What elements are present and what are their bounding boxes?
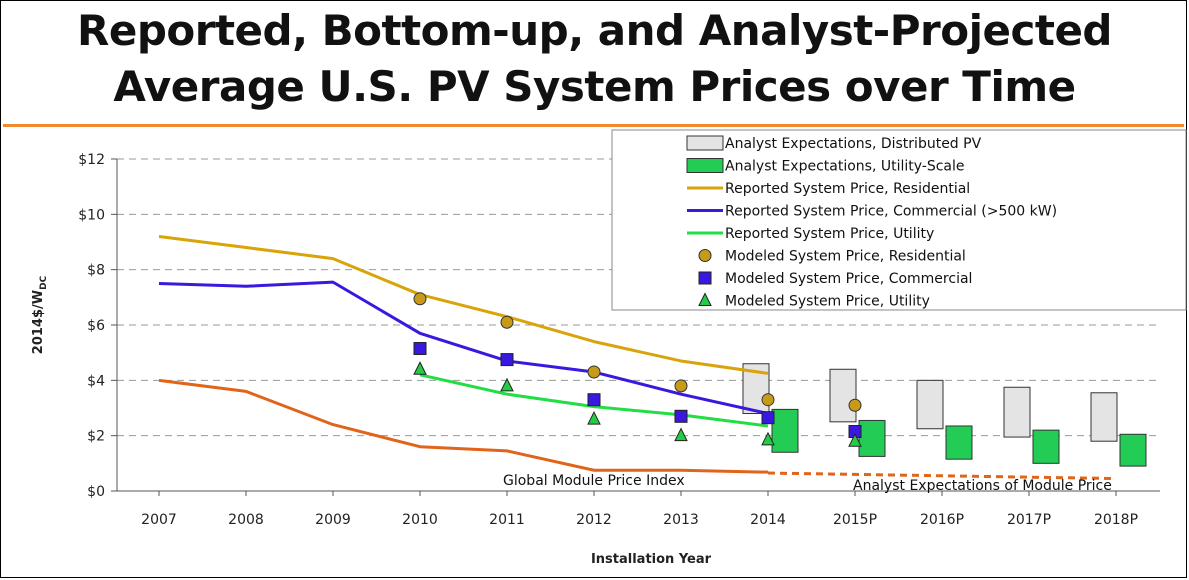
annotation-module-index: Global Module Price Index [503, 473, 685, 489]
analyst-expectations-utility-scale-box [1032, 429, 1060, 464]
legend-reported-system-price-commercial-500-kw-label: Reported System Price, Commercial (>500 … [725, 204, 1057, 220]
modeled-system-price-commercial-point [413, 342, 427, 356]
analyst-expectations-utility-scale-box [1119, 433, 1147, 467]
analyst-expectations-distributed-pv-box [916, 379, 944, 430]
x-tick-label: 2017P [1007, 512, 1051, 528]
chart-title-line-2: Average U.S. PV System Prices over Time [113, 62, 1076, 111]
analyst-expectations-distributed-pv-box [1003, 386, 1031, 438]
legend-modeled-system-price-residential-label: Modeled System Price, Residential [725, 249, 966, 265]
analyst-expectations-distributed-pv-box [829, 368, 857, 423]
x-tick-label: 2007 [141, 512, 177, 528]
y-tick-label: $12 [78, 152, 105, 168]
y-tick-label: $10 [78, 207, 105, 223]
svg-text:2014$/WDC: 2014$/WDC [31, 275, 49, 354]
modeled-system-price-commercial-point [500, 353, 514, 367]
analyst-expectations-utility-scale-box [771, 408, 799, 453]
range-boxes [742, 363, 1147, 467]
modeled-system-price-residential-point [761, 393, 775, 407]
annotations: Global Module Price Index Analyst Expect… [503, 473, 1112, 494]
title-divider [3, 124, 1184, 127]
y-axis-label-main: 2014$/W [31, 290, 46, 354]
x-tick-label: 2011 [489, 512, 525, 528]
modeled-system-price-utility-point [761, 431, 775, 446]
modeled-system-price-residential-point [848, 398, 862, 412]
reported-system-price-commercial-500-kw-line [158, 280, 769, 415]
modeled-system-price-commercial-point [587, 393, 601, 407]
analyst-expectations-utility-scale-box [858, 419, 886, 457]
x-tick-label: 2015P [833, 512, 877, 528]
modeled-system-price-commercial-point [761, 411, 775, 425]
analyst-expectations-of-module-price-line [767, 471, 1117, 481]
y-tick-label: $2 [87, 429, 105, 445]
chart-title-line-1: Reported, Bottom-up, and Analyst-Project… [77, 6, 1113, 55]
x-tick-label: 2013 [663, 512, 699, 528]
legend-analyst-expectations-distributed-pv-label: Analyst Expectations, Distributed PV [725, 136, 982, 152]
x-tick-label: 2018P [1094, 512, 1138, 528]
modeled-system-price-utility-point [587, 410, 601, 425]
y-tick-label: $8 [87, 263, 105, 279]
legend-modeled-system-price-utility-label: Modeled System Price, Utility [725, 294, 930, 310]
modeled-system-price-utility-point [413, 361, 427, 375]
x-tick-label: 2016P [920, 512, 964, 528]
legend-analyst-expectations-utility-scale-swatch [686, 158, 724, 173]
legend-modeled-system-price-residential-swatch [698, 249, 712, 262]
legend-reported-system-price-utility-label: Reported System Price, Utility [725, 226, 934, 242]
x-tick-label: 2010 [402, 512, 438, 528]
legend-modeled-system-price-commercial-swatch [698, 271, 712, 285]
y-tick-label: $0 [87, 484, 105, 500]
annotation-module-expectations: Analyst Expectations of Module Price [853, 478, 1112, 494]
analyst-expectations-distributed-pv-box [1090, 392, 1118, 442]
analyst-expectations-utility-scale-box [945, 425, 973, 460]
legend-analyst-expectations-utility-scale-label: Analyst Expectations, Utility-Scale [725, 159, 965, 175]
x-tick-label: 2008 [228, 512, 264, 528]
x-tick-label: 2009 [315, 512, 351, 528]
modeled-system-price-residential-point [587, 365, 601, 379]
x-tick-label: 2014 [750, 512, 786, 528]
y-axis-label: 2014$/WDC [31, 275, 49, 354]
modeled-system-price-residential-point [500, 315, 514, 329]
series-markers [413, 292, 862, 447]
x-tick-label: 2012 [576, 512, 612, 528]
y-tick-label: $6 [87, 318, 105, 334]
y-tick-label: $4 [87, 373, 105, 389]
series-lines [158, 234, 1117, 481]
legend-modeled-system-price-utility-swatch [698, 292, 712, 306]
modeled-system-price-residential-point [413, 292, 427, 306]
modeled-system-price-commercial-point [674, 409, 688, 423]
modeled-system-price-utility-point [500, 377, 514, 392]
legend: Analyst Expectations, Distributed PV Anal… [611, 129, 1187, 311]
y-axis-label-sub: DC [39, 275, 49, 289]
legend-reported-system-price-residential-label: Reported System Price, Residential [725, 181, 970, 197]
legend-modeled-system-price-commercial-label: Modeled System Price, Commercial [725, 271, 972, 287]
x-axis-label: Installation Year [591, 552, 712, 567]
modeled-system-price-utility-point [674, 427, 688, 442]
modeled-system-price-residential-point [674, 379, 688, 393]
modeled-system-price-utility-point [848, 433, 862, 447]
reported-system-price-utility-line [419, 373, 769, 428]
global-module-price-index-line [158, 378, 769, 474]
reported-system-price-residential-line [158, 234, 769, 375]
legend-analyst-expectations-distributed-pv-swatch [686, 135, 724, 151]
axes: $0 $2 $4 $6 $8 $10 $12 2007 2008 2009 2010 2011 2012… [78, 152, 1160, 528]
